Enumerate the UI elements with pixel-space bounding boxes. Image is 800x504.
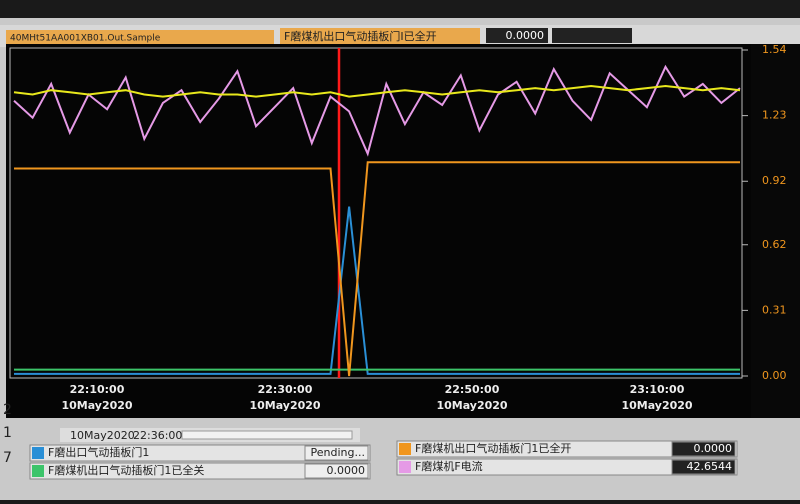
legend-name: F磨煤机F电流 (415, 459, 483, 473)
legend-swatch (399, 461, 411, 473)
side-number: 7 (3, 450, 12, 466)
legend-value: 0.0000 (694, 442, 733, 455)
readout-box (671, 459, 736, 475)
axis-panel (751, 44, 800, 418)
y-tick-label: 0.92 (762, 174, 787, 187)
y-tick-label: 0.31 (762, 303, 787, 316)
readout-box (304, 463, 369, 479)
cursor-time: 22:36:00 (133, 429, 182, 442)
x-tick-time: 22:30:00 (258, 383, 313, 396)
empty-box (552, 28, 632, 43)
series-line (14, 206, 740, 375)
side-number: 2 (3, 402, 12, 418)
trend-panel (6, 44, 751, 418)
y-tick-label: 1.23 (762, 109, 787, 122)
series-line (13, 64, 741, 157)
tag: 40MHt51AA001XB01.Out.Sample (10, 34, 161, 44)
legend-swatch (399, 443, 411, 455)
legend-name: F磨出口气动插板门1 (48, 445, 149, 459)
x-tick-date: 10May2020 (249, 399, 320, 412)
legend-name: F磨煤机出口气动插板门1已全开 (415, 441, 571, 455)
legend-row (396, 458, 738, 476)
plot-frame (9, 47, 743, 379)
readout-box (671, 441, 736, 457)
legend-value: 42.6544 (687, 460, 733, 473)
x-tick-time: 22:10:00 (70, 383, 125, 396)
legend-value: 0.0000 (327, 464, 366, 477)
legend-row (396, 440, 738, 458)
header-value: 0.0000 (506, 29, 545, 42)
y-tick-label: 0.62 (762, 238, 787, 251)
series-line (14, 161, 740, 377)
readout-box (304, 445, 369, 461)
legend-row (29, 462, 371, 480)
legend-row (29, 444, 371, 462)
legend-swatch (32, 465, 44, 477)
cursor-date: 10May2020 (70, 429, 135, 442)
x-tick-time: 23:10:00 (630, 383, 685, 396)
side-number: 1 (3, 425, 12, 441)
tag-box (6, 30, 274, 46)
x-tick-date: 10May2020 (436, 399, 507, 412)
legend-value: Pending... (311, 446, 365, 459)
x-tick-date: 10May2020 (61, 399, 132, 412)
time-slider[interactable] (181, 430, 353, 440)
series-line (13, 84, 741, 98)
y-tick-label: 0.00 (762, 369, 787, 382)
x-tick-date: 10May2020 (621, 399, 692, 412)
signal: F磨煤机出口气动插板门I已全开 (284, 29, 437, 43)
legend-swatch (32, 447, 44, 459)
legend-name: F磨煤机出口气动插板门1已全关 (48, 463, 204, 477)
x-tick-time: 22:50:00 (445, 383, 500, 396)
signal-box (280, 28, 480, 45)
value-box (486, 28, 548, 43)
y-tick-label: 1.54 (762, 43, 787, 56)
